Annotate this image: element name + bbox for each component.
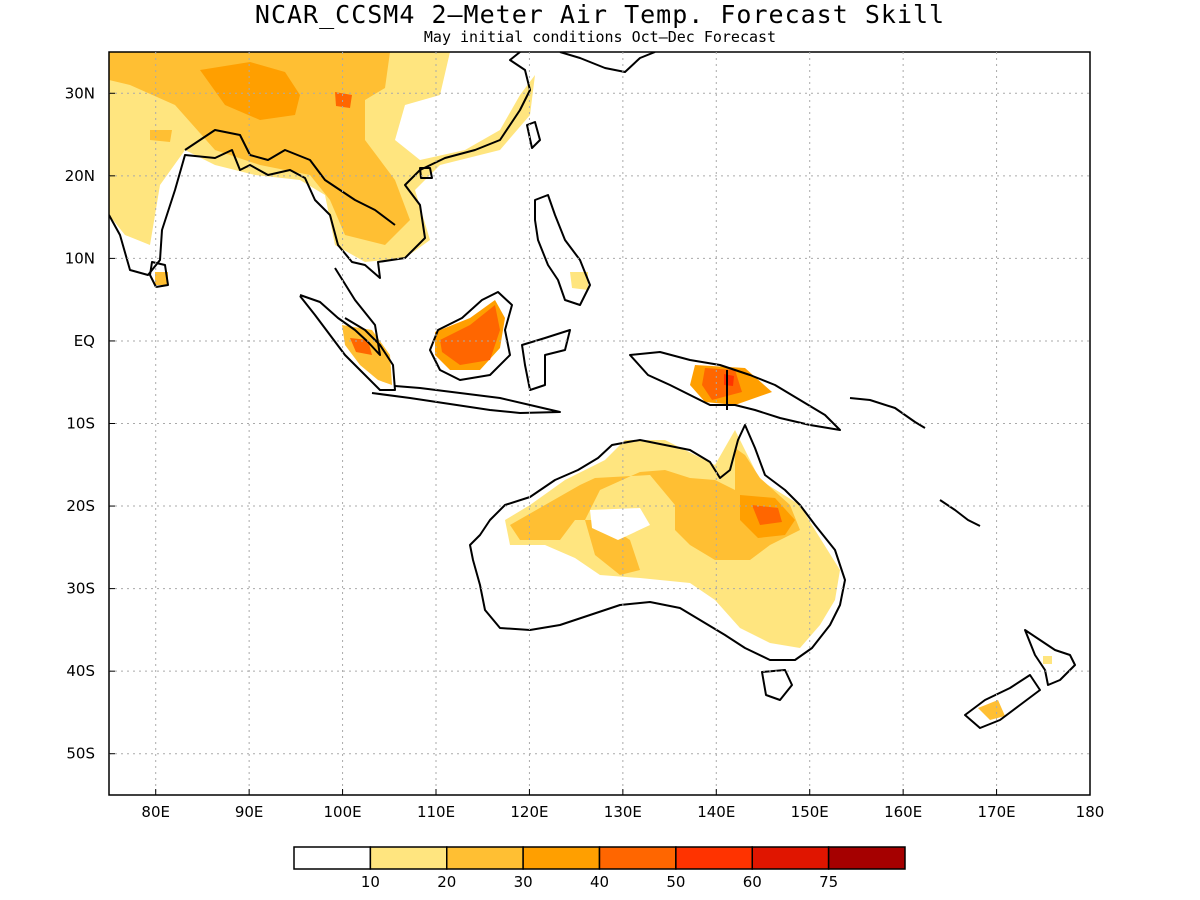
- lon-tick-label: 180: [1076, 803, 1105, 821]
- coast-java: [371, 385, 561, 414]
- lat-tick-label: 40S: [66, 662, 95, 680]
- region-australia-hole: [590, 508, 650, 540]
- legend-label: 30: [514, 873, 533, 891]
- legend-label: 50: [666, 873, 685, 891]
- lon-tick-label: 150E: [791, 803, 829, 821]
- coast-australia: [469, 424, 846, 661]
- lon-tick-label: 120E: [510, 803, 548, 821]
- legend-swatch: [446, 846, 524, 870]
- region-asia-light-orange: [109, 52, 410, 245]
- lon-tick-label: 100E: [324, 803, 362, 821]
- legend-label: 10: [361, 873, 380, 891]
- lon-tick-label: 140E: [697, 803, 735, 821]
- coast-japan: [559, 52, 656, 73]
- region-philippines: [570, 272, 588, 290]
- region-newguinea-spot: [724, 374, 734, 386]
- legend-label: 40: [590, 873, 609, 891]
- lat-tick-label: 30S: [66, 580, 95, 598]
- lon-tick-label: 80E: [141, 803, 170, 821]
- coast-solomon: [849, 397, 926, 429]
- coastlines: [109, 52, 1076, 729]
- coast-taiwan: [526, 121, 541, 149]
- coast-india-interior: [184, 129, 396, 226]
- axes: 80E 90E 100E 110E 120E 130E 140E 150E 160E 170E 18…: [65, 52, 1105, 821]
- coast-sumatra: [299, 295, 396, 391]
- region-nz-south: [978, 700, 1005, 720]
- lat-tick-label: 10N: [65, 249, 95, 267]
- coast-tasmania: [761, 669, 793, 701]
- lat-tick-label: 20N: [65, 167, 95, 185]
- lon-tick-label: 170E: [978, 803, 1016, 821]
- coast-malay: [299, 267, 381, 356]
- map-subtitle: May initial conditions Oct–Dec Forecast: [423, 28, 777, 46]
- region-australia-light-orange: [510, 448, 800, 575]
- lat-tick-label: EQ: [74, 332, 95, 350]
- coast-sulawesi: [521, 329, 571, 391]
- legend-label: 20: [437, 873, 456, 891]
- region-asia-orange: [200, 62, 300, 120]
- region-australia-deep: [752, 505, 782, 525]
- lon-tick-label: 130E: [604, 803, 642, 821]
- legend-label: 60: [743, 873, 762, 891]
- lat-tick-label: 20S: [66, 497, 95, 515]
- coast-borneo: [429, 291, 513, 381]
- lat-tick-label: 50S: [66, 745, 95, 763]
- legend-swatch: [598, 846, 677, 870]
- legend-swatch: [522, 846, 601, 870]
- coast-philippines: [534, 194, 591, 306]
- map-title: NCAR_CCSM4 2–Meter Air Temp. Forecast Sk…: [254, 0, 946, 29]
- coast-nz-north: [1024, 629, 1076, 686]
- region-nz-north: [1043, 656, 1052, 664]
- lat-tick-label: 10S: [66, 415, 95, 433]
- coast-nz-south: [964, 674, 1041, 729]
- region-sumatra-core: [350, 338, 372, 355]
- region-tibet-deep: [335, 92, 352, 108]
- coast-vanuatu: [939, 499, 981, 527]
- legend-swatch: [293, 846, 372, 870]
- legend-label: 75: [819, 873, 838, 891]
- coast-asia: [109, 52, 531, 279]
- coast-srilanka: [149, 261, 169, 288]
- region-borneo-core: [440, 305, 500, 365]
- legend-swatch: [369, 846, 448, 870]
- color-legend: 10 20 30 40 50 60 75: [293, 846, 906, 891]
- legend-swatch: [675, 846, 753, 870]
- coast-hainan: [419, 167, 433, 179]
- lon-tick-label: 160E: [884, 803, 922, 821]
- region-srilanka: [155, 272, 168, 285]
- coast-newguinea: [629, 351, 841, 431]
- lon-tick-label: 110E: [417, 803, 455, 821]
- region-india-spot: [150, 130, 172, 142]
- legend-swatch: [751, 846, 830, 870]
- lat-tick-label: 30N: [65, 84, 95, 102]
- skill-shading: [109, 52, 1052, 720]
- legend-swatch: [827, 846, 906, 870]
- lon-tick-label: 90E: [235, 803, 264, 821]
